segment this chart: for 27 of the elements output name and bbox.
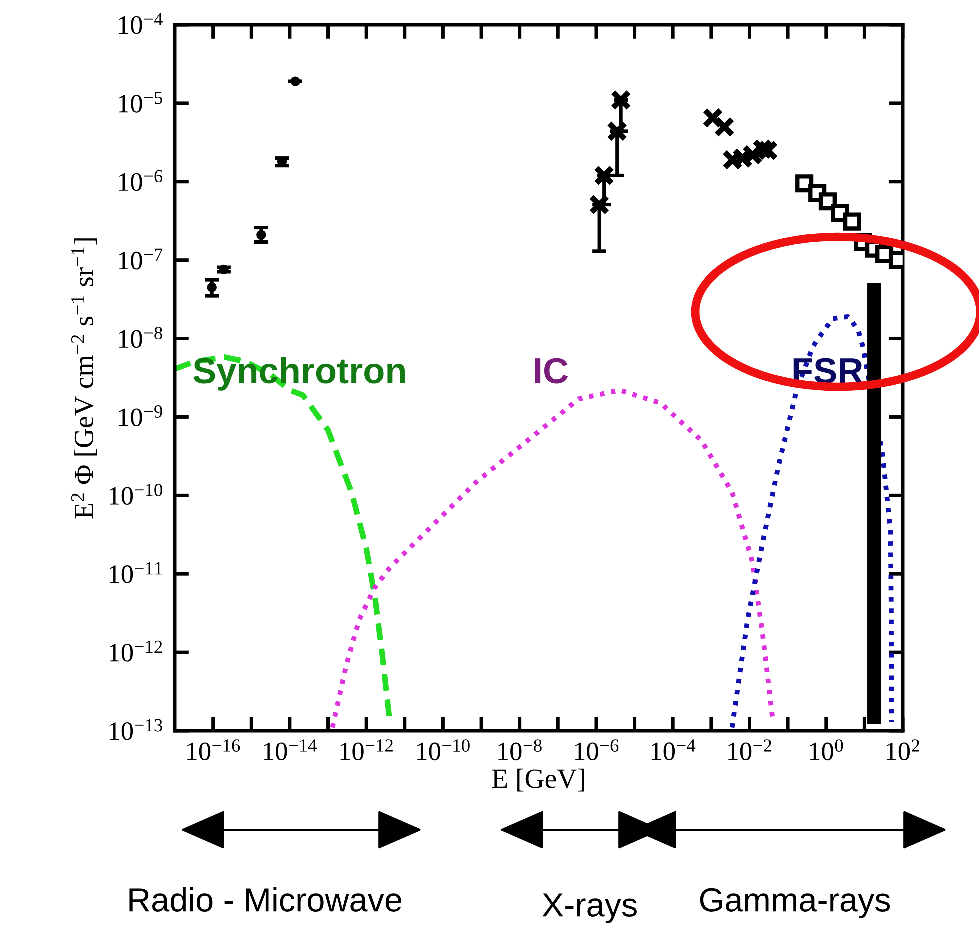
x-tick-label: 10$^{−2}$ [728, 740, 772, 761]
y-tick-label: 10$^{−5}$ [119, 92, 162, 113]
y-tick-label: 10$^{−13}$ [110, 719, 162, 740]
y-tick-label: 10$^{−9}$ [119, 406, 162, 426]
text: E$^{2}$ Φ [GeV cm$^{−2}$ s$^{−1}$ sr$^{−1}$] [71, 238, 98, 519]
y-tick-label: 10$^{−12}$ [110, 640, 162, 662]
text: Gamma-rays [700, 888, 890, 919]
y-tick-label: 10$^{−4}$ [119, 13, 163, 34]
y-tick-label: 10$^{−6}$ [119, 170, 163, 192]
x-tick-label: 10$^{−12}$ [340, 740, 393, 761]
y-tick-label: 10$^{−10}$ [110, 484, 162, 505]
x-axis-title: E [GeV] [492, 768, 584, 792]
x-tick-label: 10$^{0}$ [810, 740, 844, 761]
x-tick-label: 10$^{−6}$ [575, 740, 619, 761]
text: Radio - Microwave [130, 887, 402, 912]
y-tick-label: 10$^{−7}$ [119, 248, 163, 270]
series-label: FSR [794, 358, 863, 384]
x-tick-label: 10$^{−10}$ [417, 740, 470, 761]
text: X-rays [542, 894, 637, 924]
x-tick-label: 10$^{−8}$ [498, 740, 542, 761]
y-tick-label: 10$^{−8}$ [119, 327, 162, 348]
x-tick-label: 10$^{−14}$ [264, 740, 318, 761]
x-tick-label: 10$^{−4}$ [652, 740, 696, 760]
x-tick-label: 10$^{2}$ [886, 740, 920, 761]
series-label: IC [535, 358, 568, 384]
y-tick-label: 10$^{−11}$ [110, 562, 162, 584]
x-tick-label: 10$^{−16}$ [188, 740, 240, 761]
